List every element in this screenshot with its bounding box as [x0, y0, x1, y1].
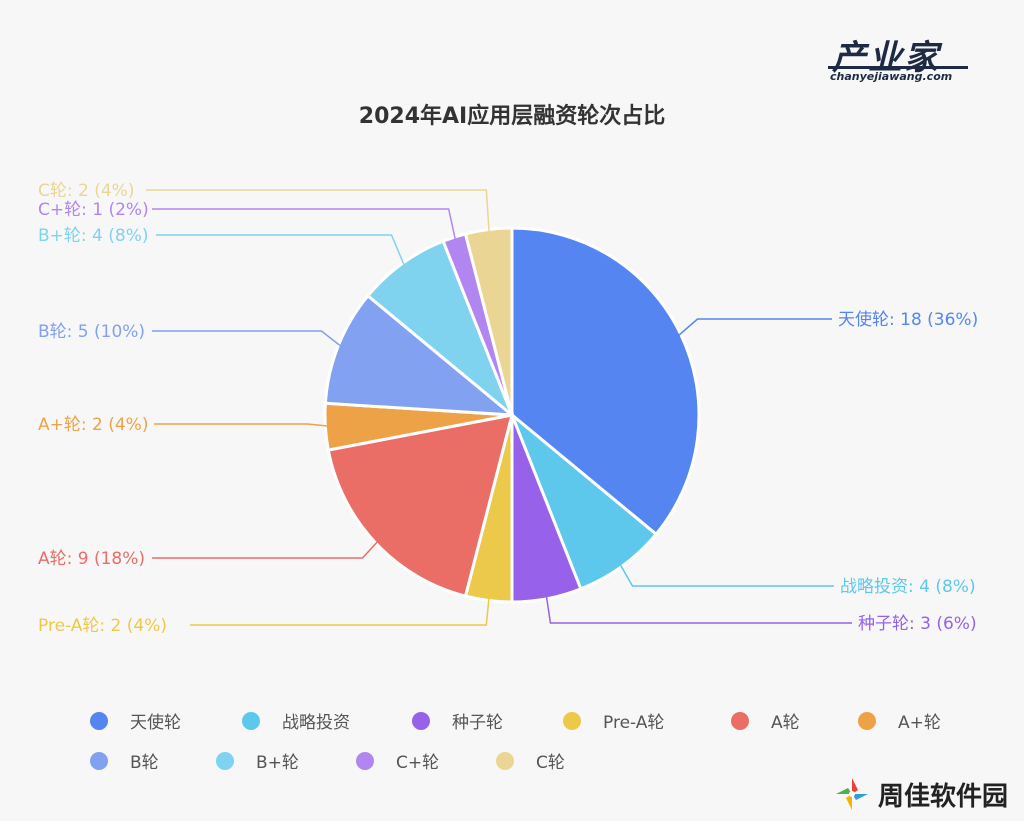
data-label: A轮: 9 (18%) — [38, 549, 145, 569]
pie-chart: 天使轮: 18 (36%) 战略投资: 4 (8%) 种子轮: 3 (6%) Pre-… — [38, 181, 978, 636]
legend-label: C轮 — [536, 753, 565, 773]
legend-swatch — [731, 711, 749, 730]
watermark-logo-icon — [832, 774, 872, 814]
data-label: B+轮: 4 (8%) — [38, 226, 149, 246]
pie-slice — [323, 293, 517, 417]
data-label: C轮: 2 (4%) — [38, 181, 134, 201]
brand-logo: 产业家 — [832, 38, 940, 78]
logo-underline — [828, 66, 968, 69]
leader-line — [152, 208, 457, 244]
leader-line — [545, 592, 852, 624]
legend-swatch — [216, 751, 234, 770]
pie-slice — [365, 239, 514, 417]
data-label: 天使轮: 18 (36%) — [838, 309, 978, 330]
legend-item: B轮 — [90, 748, 159, 773]
watermark: 周佳软件园 — [832, 774, 1008, 814]
legend-label: 种子轮 — [452, 713, 503, 733]
legend-item: 种子轮 — [412, 708, 503, 733]
legend-label: A+轮 — [898, 713, 941, 733]
leader-line — [190, 594, 491, 626]
leader-line — [146, 189, 491, 236]
leader-line — [154, 423, 332, 428]
leader-line — [675, 318, 832, 339]
legend-label: 战略投资 — [282, 713, 350, 733]
data-label: C+轮: 1 (2%) — [38, 200, 149, 220]
legend-item: Pre-A轮 — [563, 708, 664, 733]
legend-item: A+轮 — [858, 708, 941, 733]
data-label: B轮: 5 (10%) — [38, 322, 145, 342]
leader-line — [156, 234, 407, 269]
legend-swatch — [356, 751, 374, 770]
data-label: Pre-A轮: 2 (4%) — [38, 616, 167, 636]
leader-line — [152, 538, 381, 559]
legend-item: C轮 — [496, 748, 565, 773]
legend-swatch — [563, 711, 581, 730]
legend-item: B+轮 — [216, 748, 299, 773]
legend-label: Pre-A轮 — [603, 713, 665, 733]
legend-swatch — [90, 751, 108, 770]
legend-label: B轮 — [130, 753, 159, 773]
legend-item: 天使轮 — [90, 708, 181, 733]
chart-legend: 天使轮 战略投资 种子轮 Pre-A轮 A轮 A+轮 B轮 B+轮 C+轮 C轮 — [0, 700, 1024, 780]
watermark-text: 周佳软件园 — [878, 781, 1009, 812]
legend-label: 天使轮 — [130, 713, 181, 733]
legend-item: 战略投资 — [242, 708, 350, 733]
legend-label: A轮 — [771, 713, 800, 733]
legend-swatch — [858, 711, 876, 730]
legend-label: C+轮 — [396, 753, 440, 773]
legend-swatch — [242, 711, 260, 730]
data-label: 种子轮: 3 (6%) — [858, 614, 977, 634]
legend-swatch — [412, 711, 430, 730]
legend-label: B+轮 — [256, 753, 299, 773]
legend-swatch — [90, 711, 108, 730]
legend-item: A轮 — [731, 708, 800, 733]
data-label: A+轮: 2 (4%) — [38, 415, 148, 435]
leader-line — [152, 330, 345, 349]
data-label: 战略投资: 4 (8%) — [840, 577, 976, 597]
chart-title: 2024年AI应用层融资轮次占比 — [358, 104, 666, 129]
pie-slice — [510, 226, 701, 537]
leader-line — [617, 561, 834, 587]
legend-swatch — [496, 751, 514, 770]
legend-item: C+轮 — [356, 748, 439, 773]
brand-logo-url: chanyejiawang.com — [830, 70, 953, 83]
